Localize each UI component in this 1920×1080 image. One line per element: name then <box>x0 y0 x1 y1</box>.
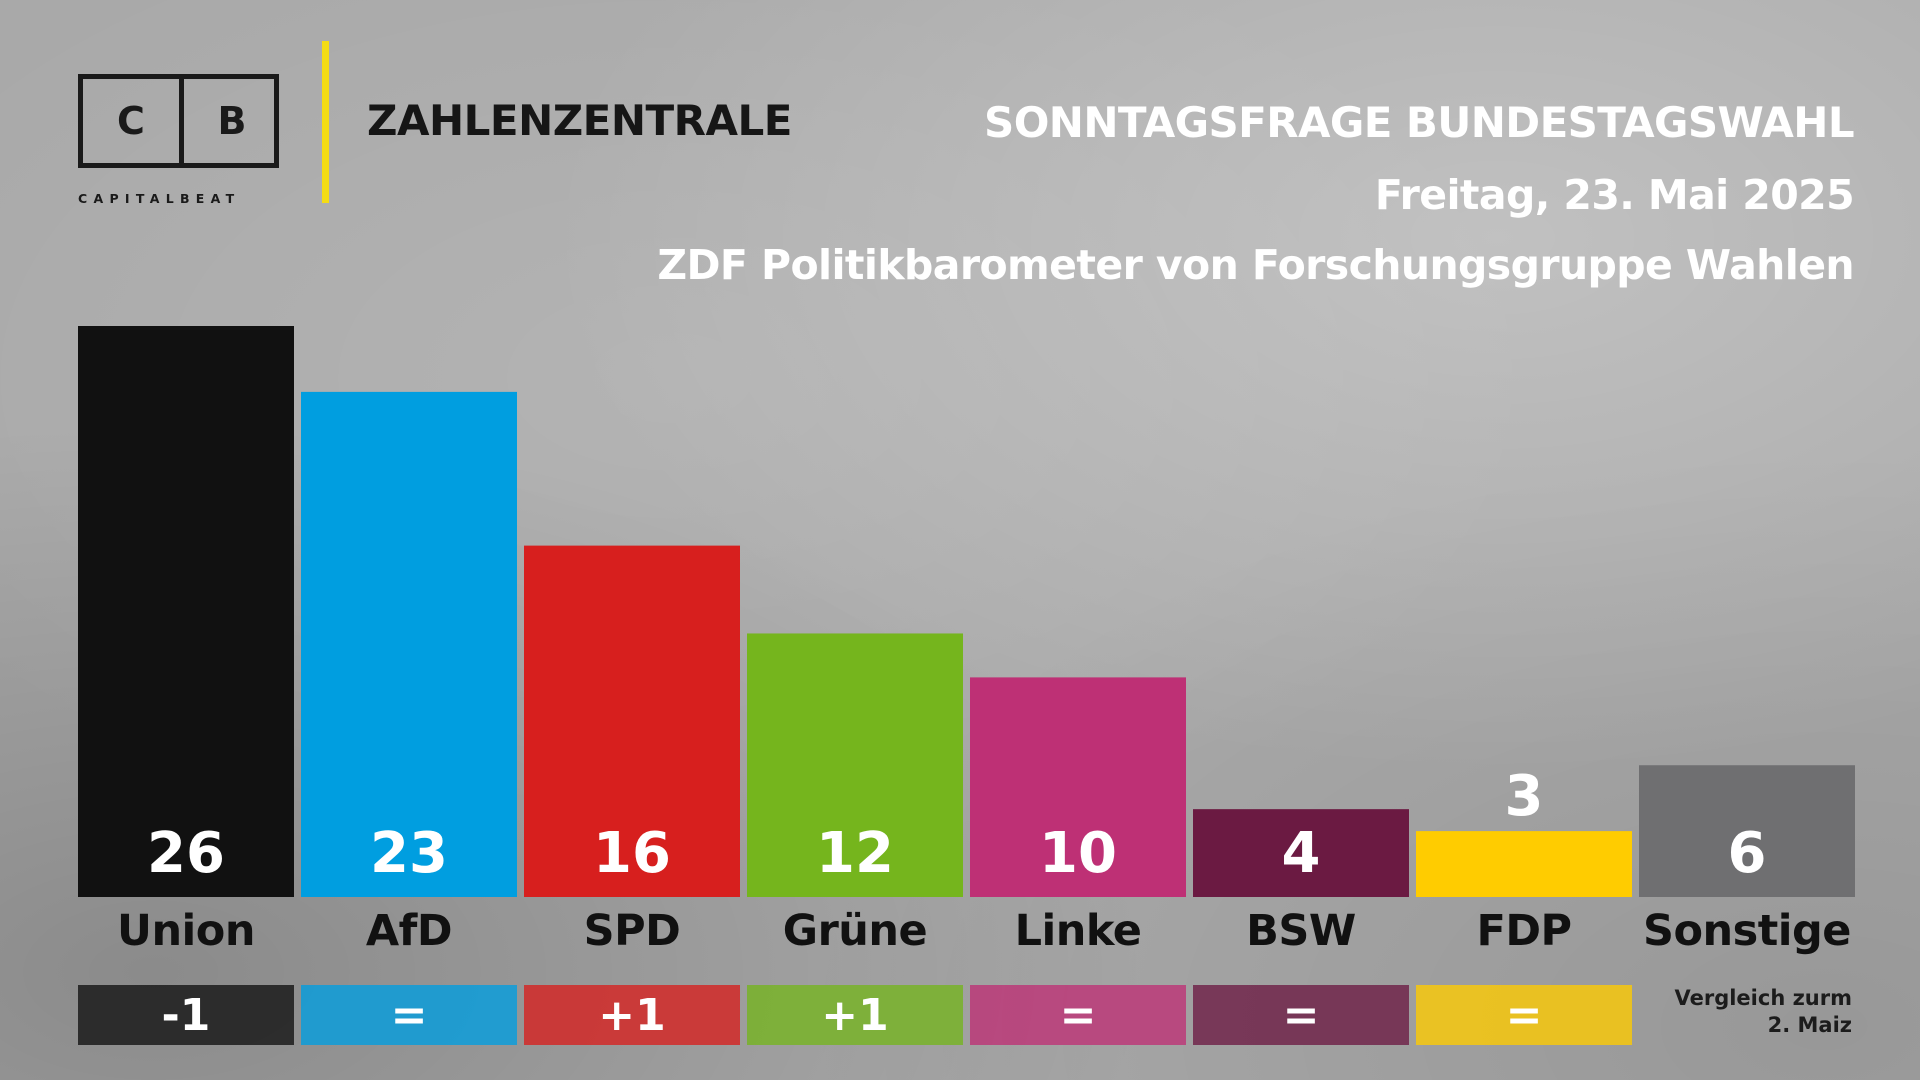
brand-title: ZAHLENZENTRALE <box>367 96 792 145</box>
change-label-2: +1 <box>598 990 665 1041</box>
category-label-1: AfD <box>366 906 452 956</box>
change-label-1: = <box>391 990 428 1041</box>
brand-separator <box>322 41 329 203</box>
value-label-4: 10 <box>1039 821 1117 886</box>
chart-source: ZDF Politikbarometer von Forschungsgrupp… <box>657 241 1854 289</box>
logo-subtitle: CAPITALBEAT <box>78 191 241 206</box>
bar-2 <box>524 545 740 897</box>
change-box-2 <box>524 985 740 1045</box>
logo-letter-c: C <box>117 99 145 143</box>
change-label-0: -1 <box>162 990 211 1041</box>
change-box-3 <box>747 985 963 1045</box>
comparison-note-line2: 2. Maiz <box>1767 1013 1852 1037</box>
change-label-4: = <box>1060 990 1097 1041</box>
logo-letter-b: B <box>217 99 247 143</box>
category-label-5: BSW <box>1246 906 1356 956</box>
comparison-note-line1: Vergleich zurm <box>1674 986 1853 1010</box>
bar-1 <box>301 391 517 897</box>
category-label-2: SPD <box>584 906 681 956</box>
change-label-3: +1 <box>821 990 888 1041</box>
logo-divider <box>179 79 184 163</box>
category-label-6: FDP <box>1476 906 1571 956</box>
value-label-2: 16 <box>593 821 671 886</box>
category-label-0: Union <box>117 906 255 956</box>
value-label-5: 4 <box>1282 821 1321 886</box>
value-label-6: 3 <box>1505 764 1544 829</box>
category-label-7: Sonstige <box>1643 906 1851 956</box>
capitalbeat-logo: C B <box>78 74 279 168</box>
bar-6 <box>1416 831 1632 897</box>
comparison-note: Vergleich zurm 2. Maiz <box>1675 985 1853 1039</box>
category-label-4: Linke <box>1015 906 1142 956</box>
category-label-3: Grüne <box>783 906 927 956</box>
value-label-0: 26 <box>147 821 225 886</box>
change-box-0 <box>78 985 294 1045</box>
bar-7 <box>1639 765 1855 897</box>
value-label-3: 12 <box>816 821 894 886</box>
bar-5 <box>1193 809 1409 897</box>
change-box-5 <box>1193 985 1409 1045</box>
bar-4 <box>970 677 1186 897</box>
value-label-7: 6 <box>1728 821 1767 886</box>
chart-title: SONNTAGSFRAGE BUNDESTAGSWAHL <box>984 98 1855 147</box>
chart-date: Freitag, 23. Mai 2025 <box>1374 171 1855 219</box>
change-label-6: = <box>1506 990 1543 1041</box>
change-box-6 <box>1416 985 1632 1045</box>
bar-0 <box>78 326 294 897</box>
change-box-1 <box>301 985 517 1045</box>
bar-3 <box>747 633 963 897</box>
change-box-4 <box>970 985 1186 1045</box>
change-label-5: = <box>1283 990 1320 1041</box>
value-label-1: 23 <box>370 821 448 886</box>
